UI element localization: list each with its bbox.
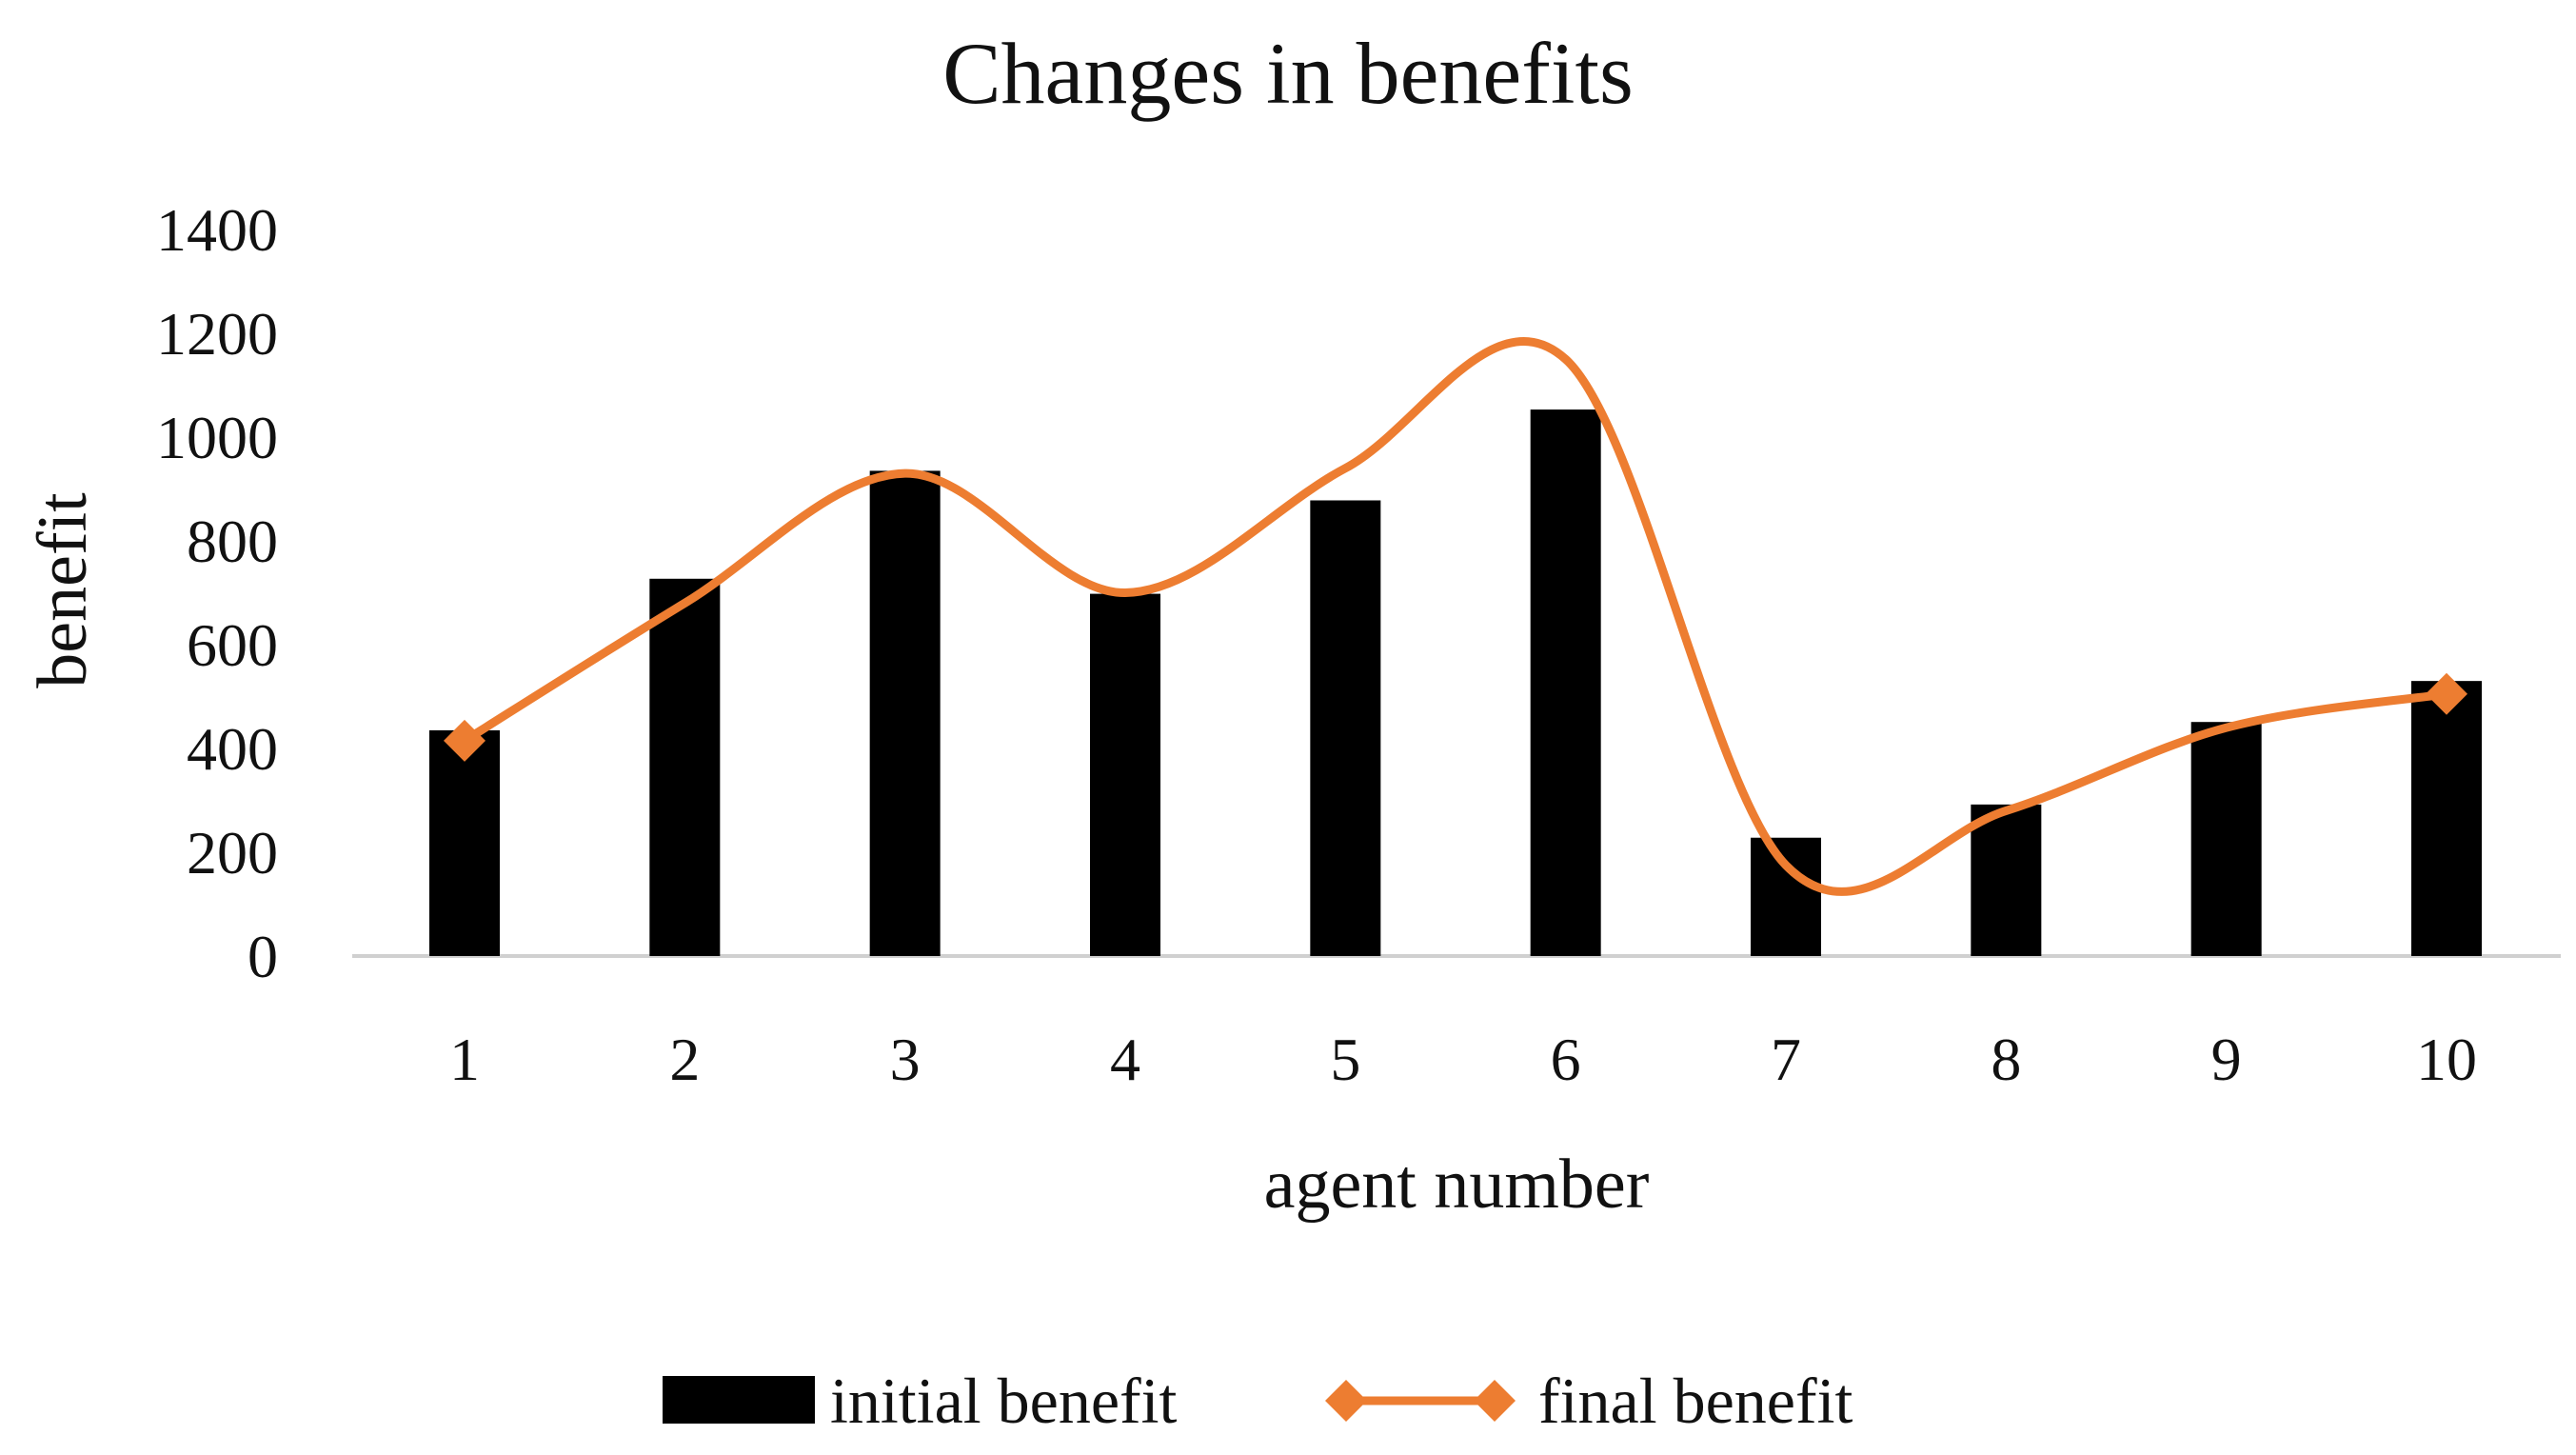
x-tick-label: 3 [890, 1026, 921, 1093]
final-benefit-marker [444, 719, 485, 762]
chart-title: Changes in benefits [942, 25, 1634, 122]
x-tick-label: 7 [1771, 1026, 1801, 1093]
y-tick-label: 1400 [156, 196, 278, 264]
y-tick-label: 400 [187, 715, 278, 783]
x-tick-label: 4 [1110, 1026, 1140, 1093]
legend-label-initial-benefit: initial benefit [830, 1365, 1178, 1437]
y-tick-label: 1000 [156, 404, 278, 471]
bar-initial-benefit [1090, 593, 1160, 956]
bar-initial-benefit [429, 729, 500, 956]
legend-swatch-final-benefit-marker-left [1325, 1380, 1367, 1422]
x-tick-label: 1 [449, 1026, 480, 1093]
y-tick-label: 200 [187, 819, 278, 887]
bar-initial-benefit [1310, 500, 1381, 956]
y-tick-label: 600 [187, 611, 278, 679]
bar-series [429, 409, 2482, 956]
final-benefit-markers [444, 672, 2467, 762]
y-axis-title: benefit [24, 492, 102, 688]
y-tick-label: 1200 [156, 300, 278, 368]
final-benefit-marker [2426, 672, 2467, 715]
x-tick-label: 9 [2211, 1026, 2242, 1093]
legend-swatch-final-benefit-marker-right [1474, 1380, 1516, 1422]
legend-label-final-benefit: final benefit [1538, 1365, 1853, 1437]
bar-initial-benefit [1530, 409, 1601, 956]
x-tick-label: 2 [669, 1026, 700, 1093]
x-tick-label: 5 [1330, 1026, 1360, 1093]
bar-initial-benefit [2190, 722, 2262, 956]
y-tick-label: 0 [248, 923, 278, 990]
final-benefit-line [460, 337, 2451, 896]
y-axis-ticks: 0 200 400 600 800 1000 1200 1400 [156, 196, 278, 990]
legend: initial benefit final benefit [663, 1365, 1853, 1437]
x-tick-label: 8 [1991, 1026, 2021, 1093]
x-tick-label: 6 [1551, 1026, 1581, 1093]
y-tick-label: 800 [187, 508, 278, 575]
bar-initial-benefit [1971, 804, 2042, 956]
x-axis-ticks: 1 2 3 4 5 6 7 8 9 10 [449, 1026, 2477, 1093]
bar-initial-benefit [649, 578, 721, 956]
x-tick-label: 10 [2416, 1026, 2477, 1093]
bar-initial-benefit [869, 470, 941, 956]
bar-initial-benefit [2411, 681, 2482, 956]
bar-initial-benefit [1751, 837, 1821, 956]
x-axis-title: agent number [1264, 1146, 1650, 1224]
legend-swatch-initial-benefit [663, 1376, 815, 1424]
